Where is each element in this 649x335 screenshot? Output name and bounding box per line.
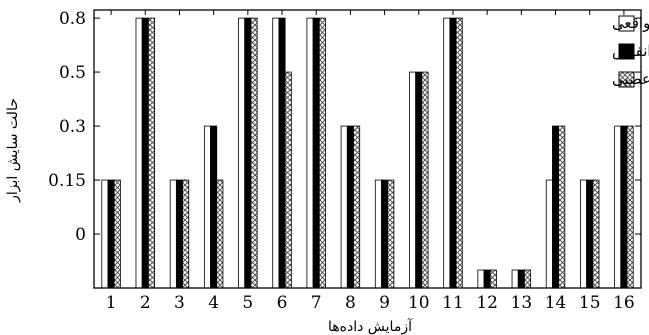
bar-series-1-cat-9 — [374, 179, 382, 289]
bar-series-3-cat-1 — [113, 179, 121, 289]
bar-series-3-cat-10 — [421, 71, 429, 289]
bar-series-2-cat-15 — [586, 179, 594, 289]
x-tick-label: 16 — [613, 293, 635, 313]
x-tick-label: 6 — [277, 293, 288, 313]
legend-swatch-3 — [618, 71, 635, 88]
y-axis-ticks: 0 0.15 0.3 0.5 0.8 — [48, 9, 641, 245]
y-tick-label: 0.15 — [48, 171, 86, 191]
bar-series-2-cat-14 — [552, 125, 560, 289]
x-tick-label: 4 — [208, 293, 219, 313]
x-tick-label: 1 — [106, 293, 117, 313]
x-tick-label: 5 — [242, 293, 253, 313]
bar-series-2-cat-1 — [107, 179, 115, 289]
bar-series-1-cat-12 — [477, 269, 485, 289]
legend-swatch-1 — [618, 15, 635, 32]
bar-series-1-cat-7 — [306, 17, 314, 289]
bar-series-2-cat-8 — [346, 125, 354, 289]
x-tick-label: 13 — [511, 293, 533, 313]
bar-series-1-cat-1 — [101, 179, 109, 289]
bar-series-2-cat-6 — [278, 17, 286, 289]
bar-series-1-cat-16 — [614, 125, 622, 289]
y-tick-label: 0 — [75, 225, 86, 245]
bar-series-2-cat-10 — [415, 71, 423, 289]
bar-series-3-cat-6 — [284, 71, 292, 289]
bar-series-3-cat-14 — [558, 125, 566, 289]
x-tick-label: 10 — [408, 293, 430, 313]
bar-series-1-cat-5 — [238, 17, 246, 289]
x-tick-label: 12 — [476, 293, 498, 313]
x-tick-label: 15 — [579, 293, 601, 313]
x-tick-label: 11 — [442, 293, 464, 313]
bar-series-2-cat-16 — [620, 125, 628, 289]
x-axis-ticks: 1 2 3 4 5 6 7 8 9 10 11 12 13 14 15 16 — [106, 10, 635, 313]
bar-series-1-cat-2 — [135, 17, 143, 289]
x-tick-label: 3 — [174, 293, 185, 313]
bar-series-3-cat-8 — [353, 125, 361, 289]
bar-series-2-cat-7 — [312, 17, 320, 289]
x-tick-label: 8 — [345, 293, 356, 313]
bar-series-3-cat-15 — [592, 179, 600, 289]
plot-frame — [93, 9, 642, 289]
x-tick-label: 9 — [379, 293, 390, 313]
bar-series-3-cat-4 — [216, 179, 224, 289]
bar-series-3-cat-11 — [455, 17, 463, 289]
bar-series-1-cat-8 — [340, 125, 348, 289]
legend-label-1: سایش واقعی — [612, 14, 649, 32]
bar-series-1-cat-4 — [203, 125, 211, 289]
bar-series-3-cat-16 — [626, 125, 634, 289]
x-axis-title: آزمایش داده‌ها — [328, 318, 413, 335]
x-tick-label: 2 — [140, 293, 151, 313]
legend-label-2: انفیس — [612, 42, 649, 60]
legend: سایش واقعی انفیس شبکه عصبی — [612, 14, 649, 88]
bar-series-1-cat-13 — [511, 269, 519, 289]
bars-group — [101, 17, 634, 289]
bar-series-2-cat-3 — [175, 179, 183, 289]
x-tick-label: 14 — [545, 293, 567, 313]
bar-series-1-cat-15 — [580, 179, 588, 289]
bar-series-1-cat-14 — [545, 179, 553, 289]
y-tick-label: 0.5 — [59, 63, 86, 83]
y-axis-title: حالت سایش ابزار — [5, 98, 21, 203]
legend-label-3: شبکه عصبی — [612, 70, 649, 88]
y-tick-label: 0.8 — [59, 9, 86, 29]
bar-series-3-cat-3 — [182, 179, 190, 289]
bar-series-3-cat-5 — [250, 17, 258, 289]
bar-series-1-cat-10 — [409, 71, 417, 289]
bar-series-2-cat-2 — [141, 17, 149, 289]
bar-series-3-cat-7 — [318, 17, 326, 289]
bar-series-3-cat-9 — [387, 179, 395, 289]
bar-series-2-cat-4 — [210, 125, 218, 289]
bar-series-3-cat-12 — [489, 269, 497, 289]
bar-series-1-cat-3 — [169, 179, 177, 289]
bar-series-1-cat-6 — [272, 17, 280, 289]
bar-series-2-cat-9 — [381, 179, 389, 289]
x-tick-label: 7 — [311, 293, 322, 313]
bar-series-1-cat-11 — [443, 17, 451, 289]
y-tick-label: 0.3 — [59, 117, 86, 137]
bar-series-3-cat-2 — [147, 17, 155, 289]
bar-series-2-cat-11 — [449, 17, 457, 289]
bar-series-2-cat-5 — [244, 17, 252, 289]
bar-series-3-cat-13 — [524, 269, 532, 289]
legend-swatch-2 — [618, 43, 635, 60]
